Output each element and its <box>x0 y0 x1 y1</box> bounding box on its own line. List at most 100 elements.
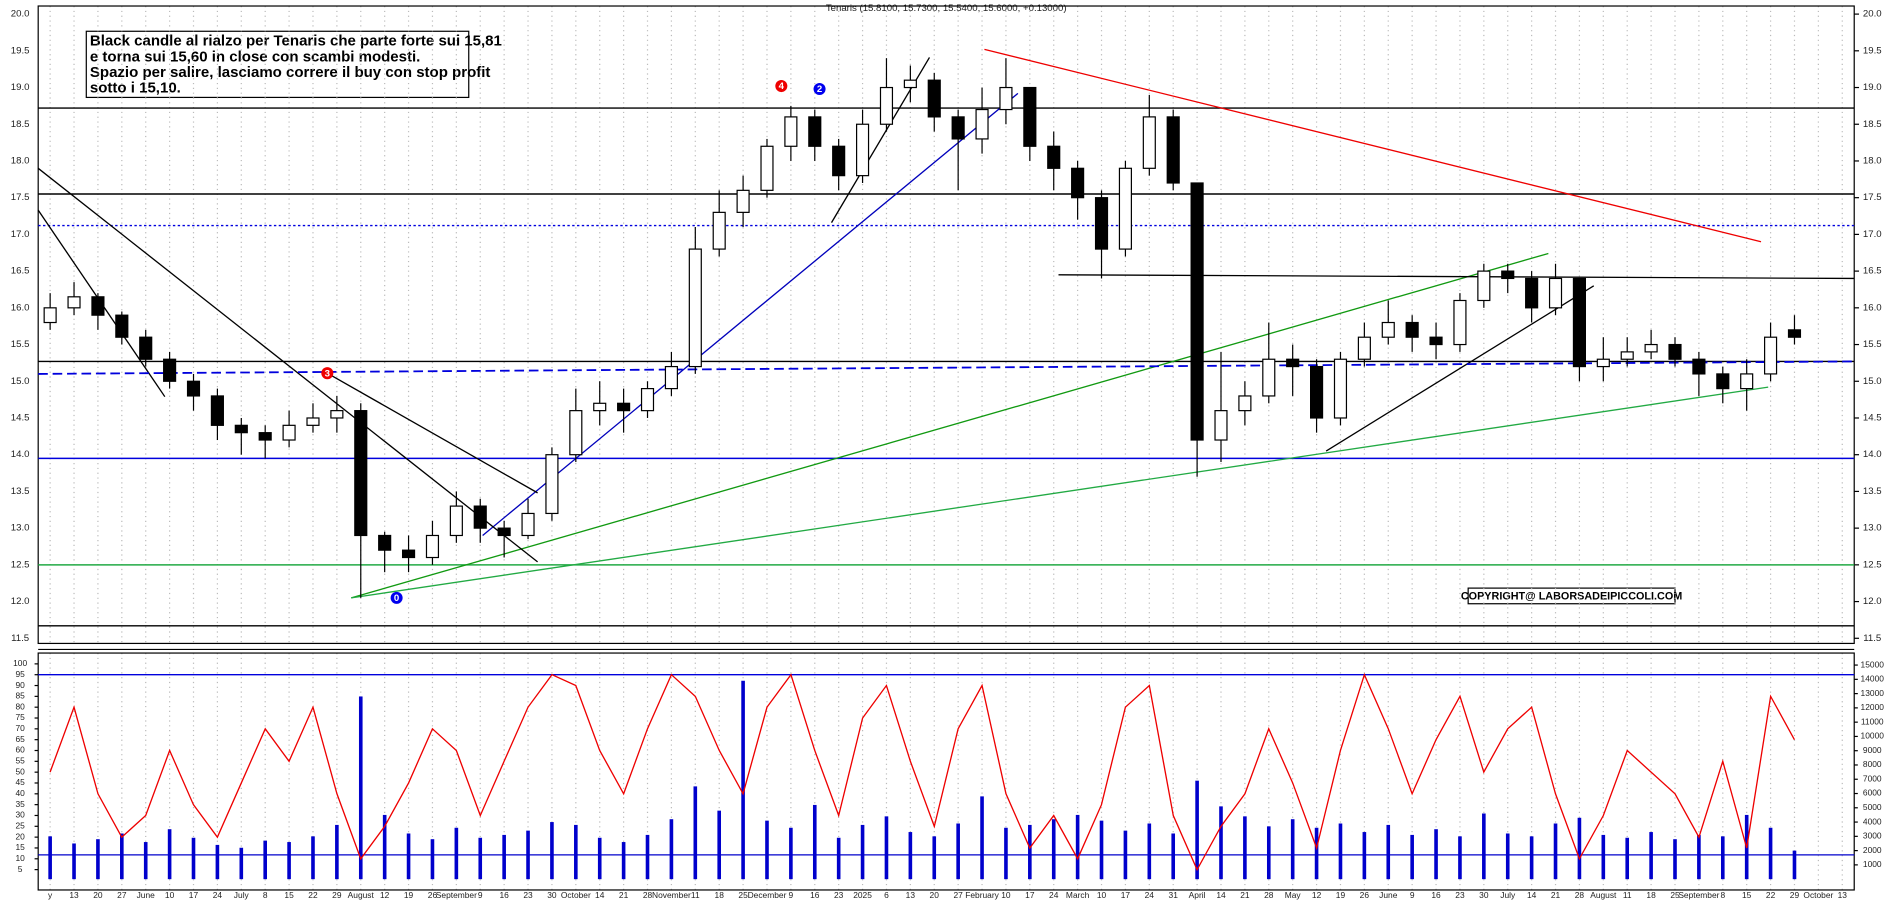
x-tick-label: 12 <box>380 890 390 900</box>
x-tick-label: March <box>1066 890 1090 900</box>
y-tick-label: 19.5 <box>11 45 30 56</box>
y2-tick-label: 2000 <box>1863 845 1882 855</box>
y2-tick-label: 5000 <box>1863 802 1882 812</box>
volume-bar <box>932 836 937 880</box>
x-tick-label: 9 <box>1410 890 1415 900</box>
y-tick-label: 10 <box>15 853 25 863</box>
volume-bar <box>1410 834 1414 880</box>
candle-body <box>139 336 153 360</box>
volume-bar <box>884 816 889 880</box>
candle-body <box>163 358 177 382</box>
x-tick-label: 23 <box>1455 890 1465 900</box>
y-tick-label: 13.5 <box>1863 486 1882 497</box>
candle-body <box>1405 321 1419 338</box>
candle-body <box>879 86 894 125</box>
trendline <box>984 48 1762 243</box>
volume-bar <box>454 827 459 880</box>
x-tick-label: 11 <box>691 890 700 900</box>
y-tick-label: 16.5 <box>11 266 30 277</box>
y-tick-label: 13.5 <box>11 486 30 497</box>
x-tick-label: 8 <box>263 890 268 900</box>
marker <box>390 591 403 604</box>
x-tick-label: 24 <box>1145 890 1155 900</box>
x-tick-label: 28 <box>1575 890 1585 900</box>
trendline <box>1325 285 1595 452</box>
candle-body <box>1071 167 1085 199</box>
x-tick-label: 21 <box>1240 890 1250 900</box>
volume-bar <box>741 680 745 880</box>
annotation-box <box>85 30 470 99</box>
candle-body <box>1381 321 1395 338</box>
y2-tick-label: 9000 <box>1863 745 1882 755</box>
candle-body <box>999 86 1013 111</box>
y-tick-label: 16.0 <box>11 302 30 313</box>
y2-tick-label: 13000 <box>1861 688 1885 698</box>
candle-body <box>43 307 57 324</box>
candle-body <box>545 454 559 515</box>
x-tick-label: 17 <box>1121 890 1131 900</box>
candle-body <box>1023 86 1037 147</box>
volume-bar <box>1099 820 1104 880</box>
candle-body <box>1501 270 1515 280</box>
volume-bar <box>1792 850 1797 880</box>
volume-bar <box>1290 819 1295 880</box>
x-tick-label: 11 <box>1623 890 1632 900</box>
y-tick-label: 12.0 <box>11 596 30 607</box>
x-tick-label: 24 <box>213 890 223 900</box>
y2-tick-label: 6000 <box>1863 788 1882 798</box>
volume-bar <box>502 834 506 880</box>
candle-body <box>855 123 870 177</box>
candle-body <box>1764 336 1778 375</box>
volume-bar <box>956 823 960 880</box>
x-tick-label: June <box>137 890 156 900</box>
volume-bar <box>812 804 817 880</box>
volume-bar <box>1673 839 1677 880</box>
volume-bar <box>597 837 602 880</box>
volume-bar <box>1434 829 1438 880</box>
y-tick-label: 17.0 <box>1863 229 1882 240</box>
x-tick-label: February <box>965 890 999 900</box>
x-tick-label: 18 <box>715 890 725 900</box>
x-tick-label: 15 <box>1742 890 1752 900</box>
y-tick-label: 14.0 <box>11 449 30 460</box>
x-tick-label: 30 <box>547 890 557 900</box>
candle-body <box>401 549 416 559</box>
x-tick-label: 14 <box>595 890 605 900</box>
x-tick-label: July <box>234 890 250 900</box>
x-tick-label: 14 <box>1527 890 1537 900</box>
x-tick-label: 27 <box>117 890 127 900</box>
volume-bar <box>1601 834 1606 880</box>
candle-body <box>425 534 440 559</box>
copyright-box <box>1467 587 1676 605</box>
volume-bar <box>1529 836 1534 880</box>
x-tick-label: September <box>1678 890 1719 900</box>
candle-body <box>760 145 774 191</box>
y2-tick-label: 7000 <box>1863 773 1882 783</box>
volume-bar <box>382 814 387 880</box>
x-tick-label: 26 <box>428 890 438 900</box>
candle-body <box>736 189 750 213</box>
x-tick-label: 10 <box>1001 890 1011 900</box>
candle-body <box>1286 358 1300 368</box>
x-tick-label: 28 <box>643 890 653 900</box>
candle-body <box>1453 299 1467 346</box>
x-tick-label: October <box>561 890 591 900</box>
x-tick-label: September <box>436 890 477 900</box>
x-tick-label: 6 <box>884 890 889 900</box>
volume-bar <box>215 844 220 880</box>
annotation-line: sotto i 15,10. <box>90 80 181 97</box>
candle-body <box>1644 343 1658 353</box>
volume-bar <box>645 834 650 880</box>
volume-bar <box>96 839 100 880</box>
x-tick-label: 12 <box>1312 890 1322 900</box>
volume-bar <box>1649 832 1653 880</box>
y-tick-label: 14.5 <box>1863 413 1882 424</box>
y-tick-label: 19.5 <box>1863 45 1882 56</box>
volume-bar <box>1195 780 1199 880</box>
volume-bar <box>1051 819 1056 880</box>
candle-body <box>1357 336 1371 360</box>
candle-body <box>927 79 941 118</box>
volume-bar <box>406 833 411 880</box>
volume-bar <box>908 832 913 880</box>
